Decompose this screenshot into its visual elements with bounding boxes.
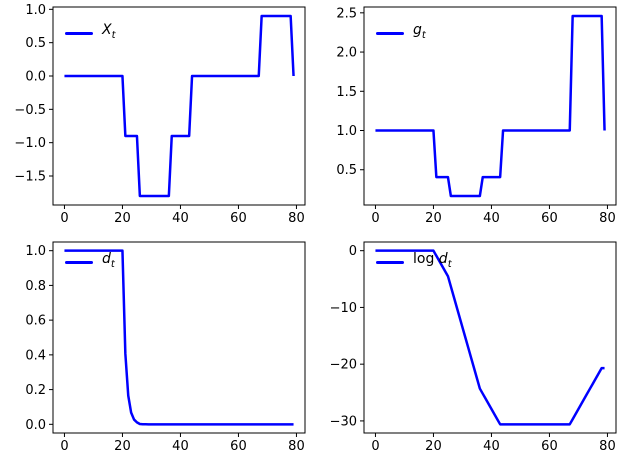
legend-subscript: t [110, 258, 115, 270]
y-tick-label: −0.5 [14, 103, 46, 118]
y-tick-label: 2.5 [336, 6, 357, 21]
x-tick-label: 0 [371, 439, 379, 454]
x-tick-label: 60 [541, 439, 558, 454]
dt-legend-line-sample [65, 260, 93, 264]
x-tick-label: 40 [172, 439, 189, 454]
x-tick-label: 40 [172, 211, 189, 226]
axes-frame [52, 241, 306, 434]
y-tick-label: 0.5 [25, 36, 46, 51]
x-tick-label: 20 [114, 211, 131, 226]
legend-symbol: g [413, 22, 422, 39]
xt-legend: Xt [65, 21, 116, 45]
gt-axes: 0 20 40 60 80 2.5 2.0 1.5 1.0 0.5 [336, 6, 617, 226]
x-tick-label: 60 [230, 211, 247, 226]
x-tick-label: 0 [60, 211, 68, 226]
y-tick-label: 1.0 [336, 124, 357, 139]
y-tick-label: 2.0 [336, 46, 357, 61]
y-tick-label: 0 [349, 244, 357, 259]
legend-subscript: t [421, 29, 426, 41]
gt-legend: gt [376, 21, 426, 45]
x-tick-label: 60 [541, 211, 558, 226]
y-tick-label: −30 [330, 414, 357, 429]
y-tick-label: 0.6 [25, 314, 46, 329]
y-tick-label: 1.5 [336, 85, 357, 100]
log-dt-axes: 0 20 40 60 80 0 −10 −20 −30 [330, 241, 617, 454]
g-t-line [375, 14, 606, 198]
log-dt-legend-label: log dt [413, 250, 452, 274]
x-tick-label: 40 [483, 211, 500, 226]
axes-frame [52, 6, 306, 206]
legend-symbol: d [438, 251, 448, 268]
legend-symbol: X [102, 22, 112, 39]
xt-legend-label: Xt [102, 21, 116, 45]
x-tick-label: 80 [288, 439, 305, 454]
x-tick-label: 80 [599, 211, 616, 226]
y-tick-label: 0.8 [25, 279, 46, 294]
x-tick-label: 0 [60, 439, 68, 454]
x-tick-label: 60 [230, 439, 247, 454]
legend-subscript: t [111, 29, 116, 41]
log-d-t-line [375, 249, 605, 426]
x-tick-label: 80 [599, 439, 616, 454]
y-tick-label: −1.0 [14, 136, 46, 151]
subplot-dt: 0 20 40 60 80 1.0 0.8 0.6 0.4 0.2 0.0 dt [0, 235, 314, 469]
legend-subscript: t [447, 258, 452, 270]
X-t-line [64, 14, 295, 198]
x-tick-label: 20 [425, 439, 442, 454]
y-tick-label: −1.5 [14, 170, 46, 185]
x-tick-label: 80 [288, 211, 305, 226]
y-tick-label: 0.5 [336, 163, 357, 178]
y-tick-label: 0.0 [25, 418, 46, 433]
d-t-line [64, 249, 294, 426]
dt-axes: 0 20 40 60 80 1.0 0.8 0.6 0.4 0.2 0.0 [25, 241, 306, 454]
gt-legend-label: gt [413, 21, 426, 45]
log-dt-legend: log dt [376, 250, 452, 274]
x-tick-label: 20 [425, 211, 442, 226]
y-tick-label: 1.0 [25, 3, 46, 18]
dt-legend: dt [65, 250, 115, 274]
legend-symbol: d [102, 251, 111, 268]
x-tick-label: 0 [371, 211, 379, 226]
subplot-gt: 0 20 40 60 80 2.5 2.0 1.5 1.0 0.5 gt [314, 0, 628, 235]
y-tick-label: 0.2 [25, 383, 46, 398]
axes-frame [363, 6, 617, 206]
y-tick-label: 0.0 [25, 70, 46, 85]
dt-legend-label: dt [102, 250, 115, 274]
xt-legend-line-sample [65, 31, 93, 35]
y-tick-label: −10 [330, 301, 357, 316]
y-tick-label: 0.4 [25, 348, 46, 363]
subplot-log-dt: 0 20 40 60 80 0 −10 −20 −30 log dt [314, 235, 628, 469]
x-tick-label: 20 [114, 439, 131, 454]
xt-axes: 0 20 40 60 80 1.0 0.5 0.0 −0.5 −1.0 −1.5 [14, 3, 306, 226]
y-tick-label: 1.0 [25, 244, 46, 259]
x-tick-label: 40 [483, 439, 500, 454]
legend-prefix: log [413, 251, 439, 268]
subplot-xt: 0 20 40 60 80 1.0 0.5 0.0 −0.5 −1.0 −1.5 Xt [0, 0, 314, 235]
axes-frame [363, 241, 617, 434]
y-tick-label: −20 [330, 358, 357, 373]
gt-legend-line-sample [376, 31, 404, 35]
log-dt-legend-line-sample [376, 260, 404, 264]
